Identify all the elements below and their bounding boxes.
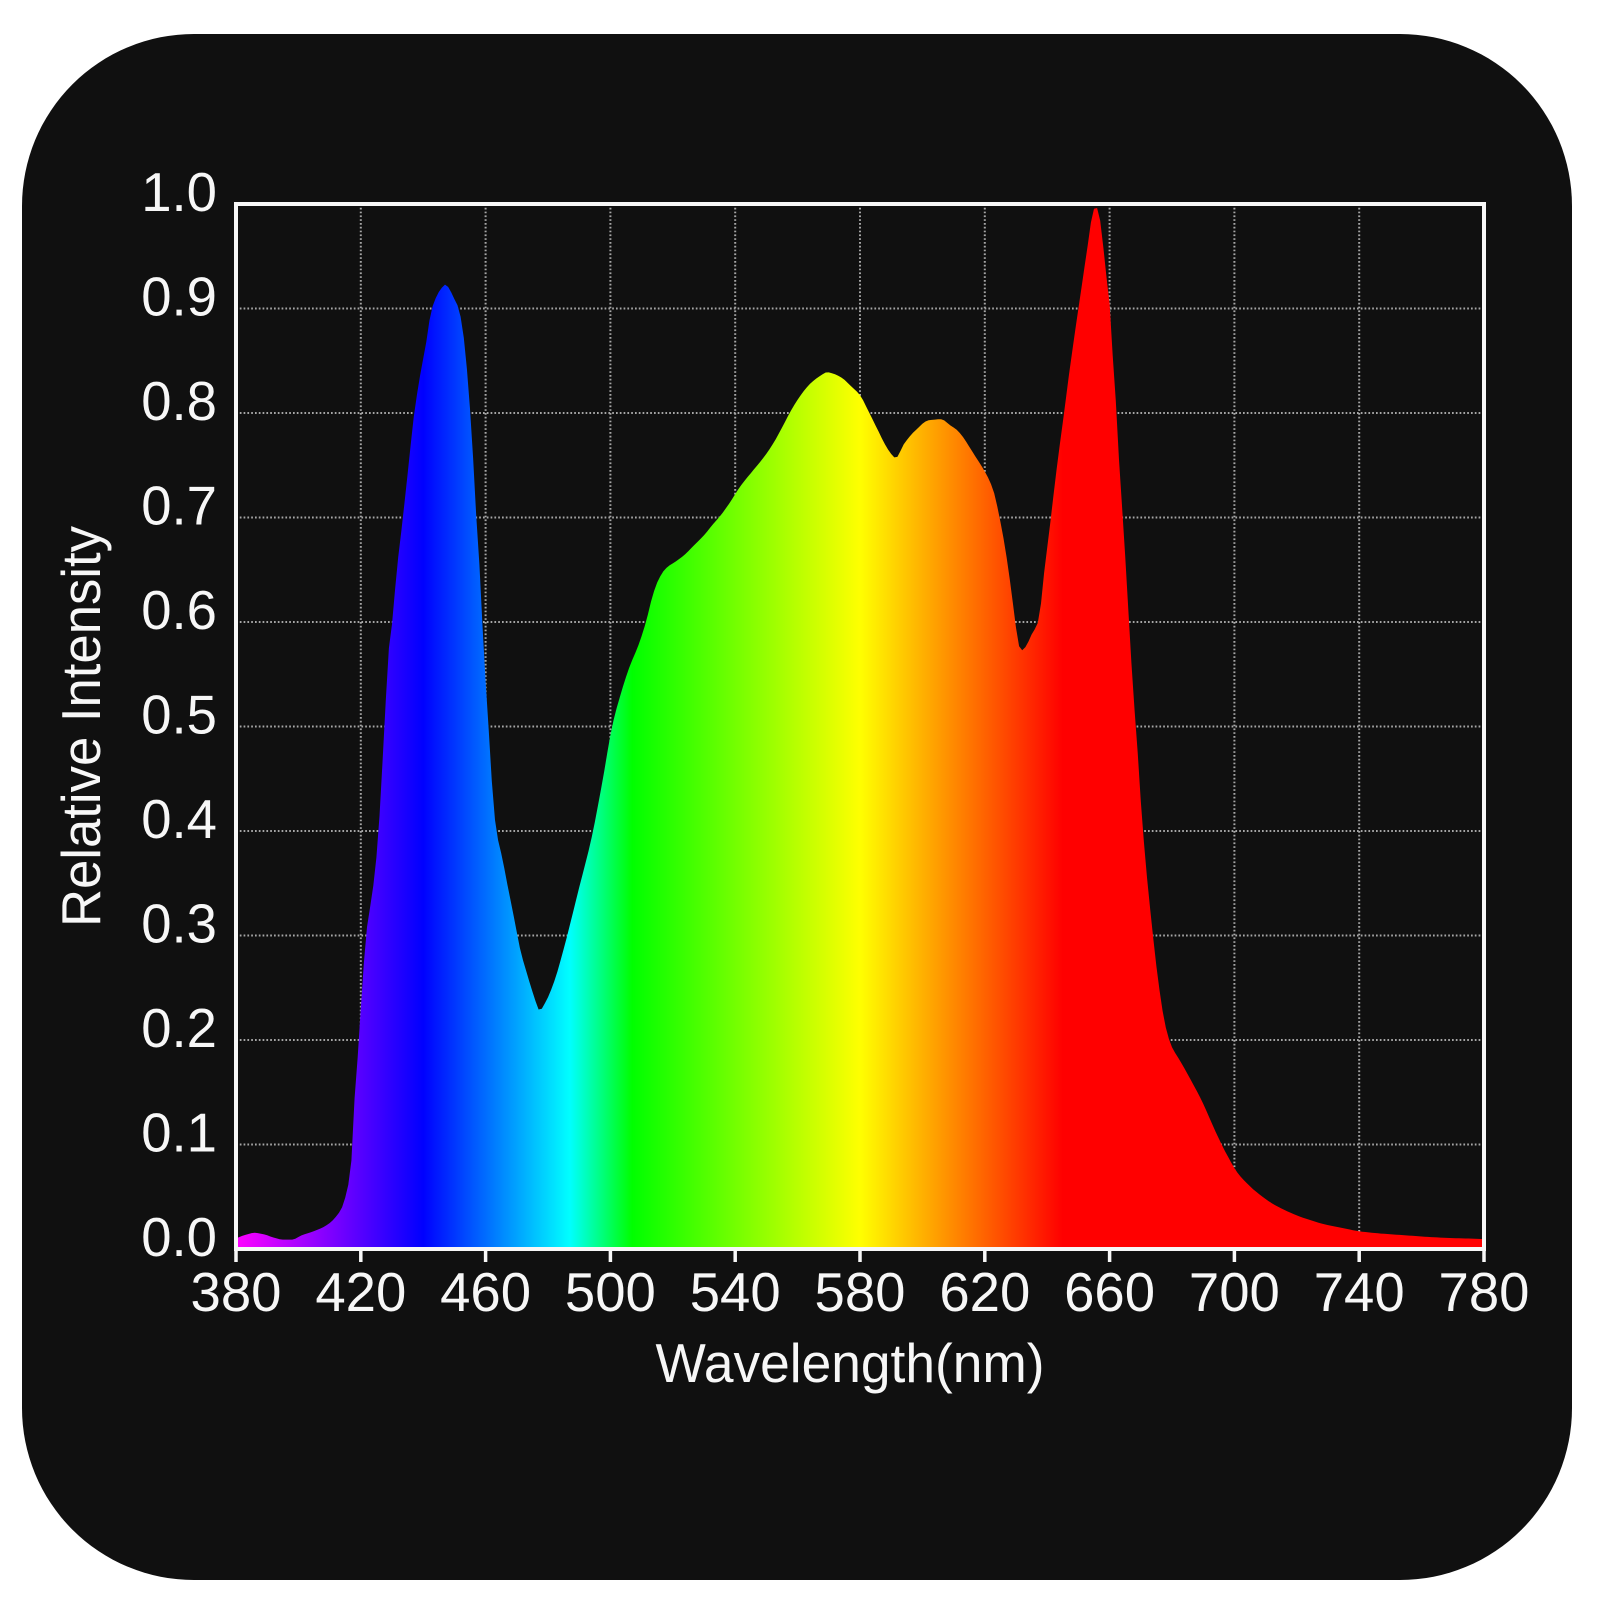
svg-text:0.5: 0.5 xyxy=(141,685,217,746)
svg-text:0.7: 0.7 xyxy=(141,476,217,537)
svg-text:0.2: 0.2 xyxy=(141,998,217,1059)
svg-text:1.0: 1.0 xyxy=(141,162,217,223)
svg-text:0.6: 0.6 xyxy=(141,580,217,641)
svg-text:0.4: 0.4 xyxy=(141,789,217,850)
svg-text:500: 500 xyxy=(565,1262,656,1323)
svg-text:740: 740 xyxy=(1314,1262,1405,1323)
svg-text:540: 540 xyxy=(690,1262,781,1323)
svg-text:580: 580 xyxy=(815,1262,906,1323)
svg-text:Wavelength(nm): Wavelength(nm) xyxy=(656,1333,1045,1394)
svg-text:0.0: 0.0 xyxy=(141,1207,217,1268)
svg-text:0.8: 0.8 xyxy=(141,371,217,432)
svg-text:620: 620 xyxy=(939,1262,1030,1323)
svg-text:780: 780 xyxy=(1439,1262,1530,1323)
svg-text:460: 460 xyxy=(440,1262,531,1323)
svg-text:Relative Intensity: Relative Intensity xyxy=(51,525,112,927)
svg-text:0.1: 0.1 xyxy=(141,1103,217,1164)
svg-text:420: 420 xyxy=(315,1262,406,1323)
svg-text:0.3: 0.3 xyxy=(141,894,217,955)
svg-text:660: 660 xyxy=(1064,1262,1155,1323)
svg-text:700: 700 xyxy=(1189,1262,1280,1323)
svg-text:380: 380 xyxy=(191,1262,282,1323)
svg-text:0.9: 0.9 xyxy=(141,267,217,328)
